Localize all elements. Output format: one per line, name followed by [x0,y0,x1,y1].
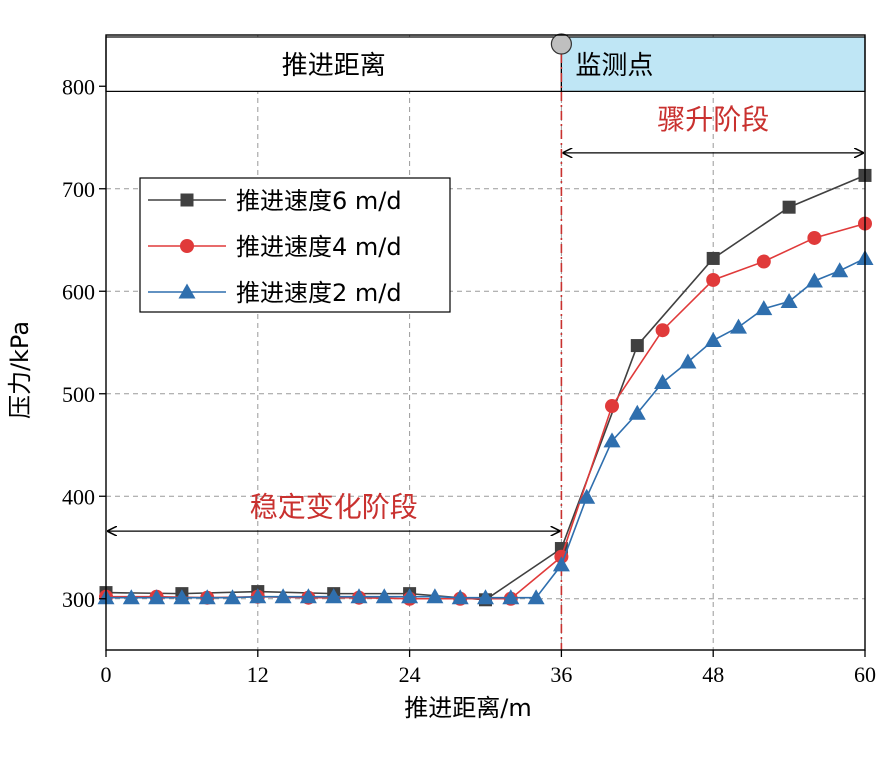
data-point [730,318,747,334]
banner-right-box [560,36,866,92]
legend-label: 推进速度2 m/d [236,279,402,307]
y-tick-label: 300 [62,587,95,612]
data-point [679,353,697,369]
data-point [122,589,140,605]
data-point [198,589,216,605]
x-tick-label: 0 [101,662,112,687]
data-point [805,272,823,288]
rise-label: 骤升阶段 [657,103,769,136]
data-point [451,589,469,605]
series-triangle [97,249,874,605]
legend-label: 推进速度4 m/d [236,233,402,261]
legend-label: 推进速度6 m/d [236,187,402,215]
data-point [780,293,798,308]
data-point [756,254,771,269]
data-point [654,373,672,389]
stable-label: 稳定变化阶段 [250,491,418,524]
legend: 推进速度6 m/d 推进速度4 m/d 推进速度2 m/d [139,177,451,313]
data-point [655,323,670,338]
data-point [274,588,292,604]
data-point [807,230,822,245]
data-point [527,589,545,605]
monitor-point-icon [550,33,573,55]
data-point [706,272,721,287]
monitor-line-group [550,33,573,650]
data-point [831,262,849,278]
y-tick-label: 700 [62,177,95,202]
plot-frame [105,34,866,651]
banner-left-label: 推进距离 [282,51,386,81]
data-point [704,331,722,347]
x-tick-label: 36 [550,662,572,687]
y-tick-label: 400 [62,484,95,509]
data-point [578,488,596,504]
axes [99,34,866,657]
data-point [350,588,368,604]
data-point [755,300,773,316]
data-point [224,589,241,605]
y-tick-label: 600 [62,279,95,304]
data-point [249,588,267,604]
banner: 推进距离 监测点 [105,36,866,92]
data-point [502,589,520,605]
data-point [706,251,720,265]
data-point [148,589,166,605]
legend-marker [178,283,196,299]
legend-marker [180,239,194,253]
data-point [477,589,494,605]
x-tick-label: 24 [399,662,421,687]
data-point [605,399,619,414]
data-point [401,588,419,604]
y-axis-label: 压力/kPa [6,321,34,419]
tick-labels: 0 12 24 36 48 60 300 400 500 600 700 800 [62,74,876,687]
data-point [603,432,621,448]
data-point [299,588,317,604]
data-point [552,556,570,572]
x-tick-label: 48 [702,662,724,687]
x-tick-label: 60 [854,662,876,687]
data-point [782,200,796,214]
data-point [426,588,444,604]
data-point [325,588,343,604]
series-layer [97,168,874,607]
x-axis-label: 推进距离/m [404,694,531,722]
y-tick-label: 800 [62,74,95,99]
data-point [173,589,191,605]
data-point [628,404,646,420]
x-tick-label: 12 [247,662,269,687]
y-tick-label: 500 [62,382,95,407]
banner-right-label: 监测点 [575,51,653,81]
legend-marker [180,193,194,207]
data-point [375,588,393,604]
data-point [630,339,644,353]
